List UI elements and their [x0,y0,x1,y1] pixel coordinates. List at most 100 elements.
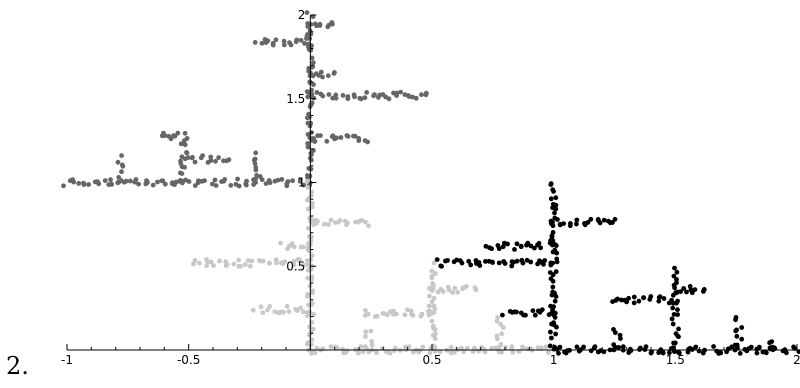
scatter-point-series-3 [615,296,620,302]
scatter-point-series-2 [305,340,311,345]
scatter-point-series-2 [391,348,397,353]
scatter-point-series-1 [304,36,309,41]
scatter-point-series-1 [305,132,311,137]
scatter-point-series-3 [546,312,552,318]
scatter-point-series-3 [671,312,677,317]
scatter-point-series-3 [549,335,554,341]
scatter-point-series-3 [574,217,580,223]
scatter-point-series-3 [574,221,579,227]
scatter-point-series-2 [291,262,297,268]
scatter-point-series-3 [628,346,633,352]
scatter-point-series-1 [119,169,124,175]
scatter-point-series-3 [524,257,530,263]
scatter-point-series-1 [298,37,304,43]
scatter-point-series-3 [509,263,515,269]
scatter-point-series-1 [305,141,311,146]
scatter-point-series-3 [667,350,672,356]
scatter-point-series-2 [498,321,503,327]
scatter-point-series-2 [328,344,334,349]
scatter-point-series-3 [528,259,534,265]
scatter-point-series-1 [115,159,121,165]
scatter-point-series-1 [96,181,102,187]
scatter-point-series-1 [338,135,344,140]
scatter-point-series-2 [192,258,198,263]
scatter-point-series-3 [611,327,616,332]
scatter-point-series-3 [711,344,716,349]
scatter-point-series-2 [360,349,366,355]
scatter-point-series-1 [185,155,191,161]
scatter-point-series-1 [67,178,73,184]
scatter-point-series-1 [316,73,322,78]
scatter-point-series-3 [676,326,681,332]
scatter-point-series-2 [543,344,549,350]
scatter-point-series-2 [300,309,306,315]
scatter-point-series-2 [279,260,284,266]
scatter-point-series-2 [315,218,320,224]
scatter-point-series-2 [305,292,311,297]
scatter-point-series-1 [219,179,225,185]
scatter-point-series-1 [184,150,189,155]
scatter-point-series-1 [305,173,310,178]
scatter-point-series-3 [538,245,543,251]
scatter-point-series-3 [739,336,745,342]
scatter-point-series-1 [190,154,195,160]
scatter-point-series-2 [498,342,504,347]
scatter-point-series-3 [486,258,492,264]
scatter-point-series-1 [365,139,370,145]
scatter-point-series-1 [352,94,357,100]
scatter-point-series-1 [254,173,259,178]
scatter-point-series-3 [548,262,554,268]
scatter-point-series-3 [434,257,440,262]
scatter-point-series-3 [626,295,631,301]
scatter-point-series-2 [258,304,264,310]
scatter-point-series-2 [298,305,303,311]
scatter-point-series-1 [108,177,113,183]
scatter-point-series-1 [320,74,325,80]
scatter-point-series-2 [455,289,461,295]
scatter-point-series-2 [368,328,374,334]
x-tick-label: 2 [793,353,800,367]
scatter-point-series-1 [221,158,226,164]
scatter-point-series-2 [431,260,437,266]
scatter-point-series-1 [216,155,222,161]
scatter-point-series-2 [539,345,544,351]
x-tick-label: -1 [61,353,73,367]
scatter-point-series-2 [435,289,441,295]
scatter-point-series-2 [310,288,315,294]
scatter-point-series-1 [136,181,142,187]
scatter-point-series-3 [495,243,501,248]
scatter-point-series-3 [718,350,724,356]
scatter-point-series-3 [550,187,556,193]
scatter-point-series-1 [253,165,259,170]
scatter-point-series-1 [208,158,214,163]
scatter-point-series-3 [532,245,537,251]
scatter-point-series-2 [451,350,457,355]
scatter-point-series-3 [535,261,540,267]
scatter-point-series-3 [672,265,677,271]
scatter-point-series-3 [767,340,772,346]
scatter-point-series-3 [647,297,653,302]
item-number-label: 2. [6,352,29,380]
scatter-point-series-2 [328,217,334,223]
scatter-point-series-1 [293,39,299,45]
scatter-point-series-1 [340,93,346,98]
scatter-point-series-3 [496,260,502,266]
scatter-point-series-1 [331,71,337,76]
scatter-point-series-2 [520,345,526,351]
scatter-point-series-2 [363,334,368,339]
scatter-point-series-3 [574,344,580,350]
scatter-point-series-1 [330,95,336,101]
scatter-point-series-2 [217,258,223,264]
scatter-point-series-2 [191,261,196,267]
scatter-point-series-3 [443,258,448,264]
scatter-point-series-3 [675,307,680,313]
scatter-point-series-2 [429,275,435,281]
scatter-point-series-1 [402,92,408,97]
scatter-point-series-2 [363,219,368,225]
scatter-point-series-2 [429,288,435,293]
scatter-point-series-1 [320,93,326,99]
scatter-point-series-2 [260,310,266,316]
scatter-point-series-1 [116,179,122,185]
scatter-point-series-2 [309,302,314,307]
